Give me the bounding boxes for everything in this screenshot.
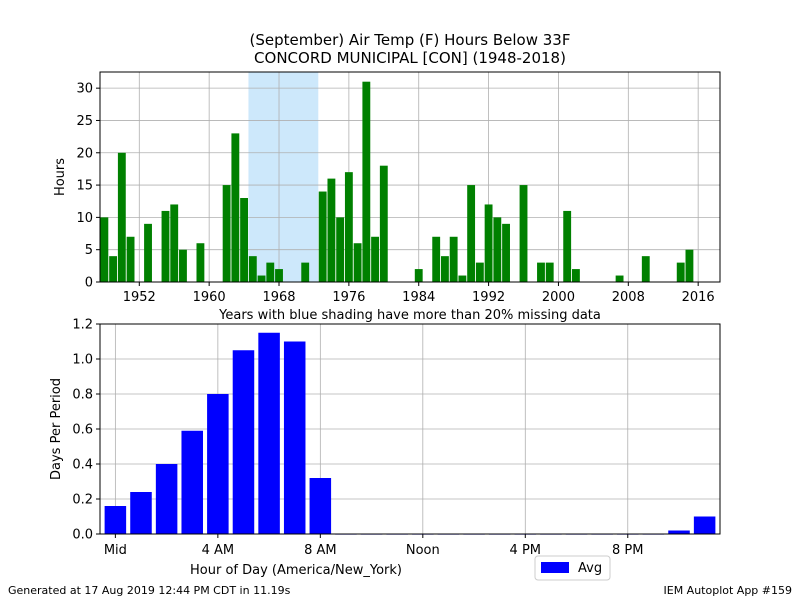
year-bar (380, 166, 388, 282)
year-bar (223, 185, 231, 282)
year-bar (371, 237, 379, 282)
year-bar (686, 250, 694, 282)
year-bar (354, 243, 362, 282)
top-y-tick-label: 20 (76, 146, 93, 161)
year-bar (458, 276, 466, 282)
year-bar (240, 198, 248, 282)
generated-timestamp: Generated at 17 Aug 2019 12:44 PM CDT in… (8, 584, 290, 597)
year-bar (170, 204, 178, 282)
top-x-tick-label: 2016 (682, 290, 715, 305)
year-bar (432, 237, 440, 282)
hour-bar (284, 342, 306, 535)
top-x-tick-label: 1968 (262, 290, 295, 305)
year-bar (144, 224, 152, 282)
year-bar (301, 263, 309, 282)
bottom-x-tick-label: Noon (406, 543, 440, 558)
bottom-y-tick-label: 0.0 (72, 528, 93, 543)
hour-bar (258, 333, 280, 534)
hour-bar (105, 506, 127, 534)
year-bar (109, 256, 117, 282)
year-bar (520, 185, 528, 282)
top-x-tick-label: 2000 (542, 290, 575, 305)
year-bar (677, 263, 685, 282)
app-id-label: IEM Autoplot App #159 (664, 584, 793, 597)
top-y-axis-label: Hours (53, 158, 68, 196)
year-bar (258, 276, 266, 282)
figure: (September) Air Temp (F) Hours Below 33F… (0, 0, 800, 600)
year-bar (162, 211, 170, 282)
year-bar (100, 217, 108, 282)
top-chart: 0 5 10 15 20 25 30 1952 1960 1968 1976 1984 1992 2000… (0, 0, 800, 600)
bottom-y-tick-label: 0.4 (72, 458, 93, 473)
year-bar (476, 263, 484, 282)
bottom-y-tick-label: 0.2 (72, 493, 93, 508)
hour-bar (181, 431, 203, 534)
year-bar (415, 269, 423, 282)
hour-bar (207, 394, 229, 534)
year-bar (546, 263, 554, 282)
year-bar (493, 217, 501, 282)
bottom-y-tick-label: 1.2 (72, 318, 93, 333)
year-bar (467, 185, 475, 282)
year-bar (127, 237, 135, 282)
year-bar (275, 269, 283, 282)
bottom-x-tick-label: Mid (104, 543, 127, 558)
top-x-tick-label: 1992 (472, 290, 505, 305)
top-x-tick-label: 1976 (332, 290, 365, 305)
top-x-tick-label: 1960 (193, 290, 226, 305)
year-bar (179, 250, 187, 282)
top-y-tick-label: 5 (85, 243, 93, 258)
year-bar (231, 133, 239, 282)
top-chart-frame (100, 72, 720, 282)
year-bar (336, 217, 344, 282)
bottom-x-tick-label: 8 PM (612, 543, 643, 558)
bottom-y-axis-label: Days Per Period (49, 378, 64, 480)
top-x-tick-label: 1952 (123, 290, 156, 305)
year-bar (249, 256, 257, 282)
year-bar (362, 82, 370, 282)
year-bar (642, 256, 650, 282)
year-bar (616, 276, 624, 282)
missing-data-note: Years with blue shading have more than 2… (100, 308, 720, 323)
year-bar (118, 153, 126, 282)
year-bar (345, 172, 353, 282)
hour-bar (694, 517, 716, 535)
legend-swatch (541, 562, 569, 573)
bottom-x-tick-label: 4 PM (510, 543, 541, 558)
bottom-y-tick-label: 0.8 (72, 388, 93, 403)
bottom-y-tick-label: 1.0 (72, 353, 93, 368)
bottom-x-axis-label: Hour of Day (America/New_York) (190, 563, 402, 578)
missing-data-shading (248, 72, 318, 282)
hour-bar (310, 478, 332, 534)
top-y-tick-label: 0 (85, 276, 93, 291)
top-y-tick-label: 15 (76, 179, 93, 194)
year-bar (537, 263, 545, 282)
top-y-tick-label: 10 (76, 211, 93, 226)
year-bar (327, 179, 335, 282)
bottom-y-tick-label: 0.6 (72, 423, 93, 438)
hour-bar (233, 350, 255, 534)
bottom-x-tick-label: 4 AM (202, 543, 235, 558)
year-bar (319, 192, 327, 282)
hour-bar (668, 531, 690, 535)
top-x-tick-label: 1984 (402, 290, 435, 305)
hour-bar (156, 464, 178, 534)
bottom-x-tick-label: 8 AM (304, 543, 337, 558)
year-bar (572, 269, 580, 282)
year-bar (485, 204, 493, 282)
hour-bar (130, 492, 152, 534)
year-bar (563, 211, 571, 282)
top-y-tick-label: 30 (76, 82, 93, 97)
legend-label: Avg (578, 561, 602, 576)
year-bar (441, 256, 449, 282)
year-bar (502, 224, 510, 282)
top-y-tick-label: 25 (76, 114, 93, 129)
year-bar (266, 263, 274, 282)
year-bar (450, 237, 458, 282)
top-x-tick-label: 2008 (612, 290, 645, 305)
year-bar (196, 243, 204, 282)
